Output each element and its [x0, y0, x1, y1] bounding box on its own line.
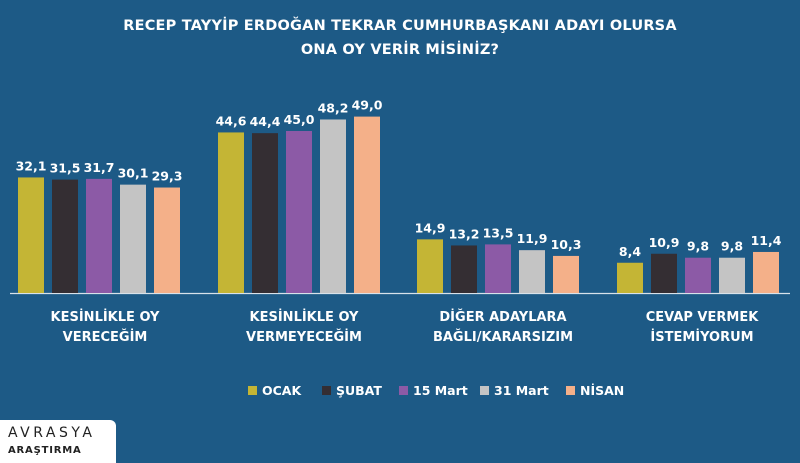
- category-label-2-0: DİĞER ADAYLARA: [439, 309, 566, 325]
- avrasya-logo: AVRASYA ARAŞTIRMA: [0, 420, 116, 463]
- data-label-2-0: 14,9: [415, 220, 446, 235]
- legend-label-0: OCAK: [262, 383, 302, 398]
- logo-subtitle: ARAŞTIRMA: [8, 445, 82, 456]
- data-label-0-0: 32,1: [16, 158, 47, 173]
- data-label-3-0: 8,4: [619, 244, 641, 259]
- bar-0-2: [86, 178, 112, 293]
- bar-1-1: [252, 133, 278, 293]
- bar-1-4: [354, 116, 380, 293]
- data-label-2-3: 11,9: [517, 231, 548, 246]
- legend-label-3: 31 Mart: [494, 383, 549, 398]
- category-label-0-1: VERECEĞİM: [63, 329, 148, 345]
- data-label-2-2: 13,5: [483, 225, 514, 240]
- legend-swatch-1: [322, 386, 331, 395]
- data-label-1-1: 44,4: [250, 114, 281, 129]
- category-label-0-0: KESİNLİKLE OY: [51, 309, 161, 325]
- bar-2-1: [451, 245, 477, 293]
- bar-3-4: [753, 251, 779, 293]
- data-label-3-4: 11,4: [751, 233, 782, 248]
- legend-swatch-4: [566, 386, 575, 395]
- data-label-0-1: 31,5: [50, 161, 81, 176]
- bar-3-0: [617, 262, 643, 293]
- chart-title-line-1: RECEP TAYYİP ERDOĞAN TEKRAR CUMHURBAŞKAN…: [123, 18, 677, 34]
- category-label-3-1: İSTEMİYORUM: [650, 329, 753, 345]
- bar-1-2: [286, 131, 312, 293]
- data-label-0-2: 31,7: [84, 160, 115, 175]
- bar-2-3: [519, 250, 545, 293]
- chart-title-line-2: ONA OY VERİR MİSİNİZ?: [300, 42, 500, 58]
- data-label-2-4: 10,3: [551, 237, 582, 252]
- legend-swatch-2: [399, 386, 408, 395]
- legend-label-1: ŞUBAT: [336, 383, 382, 398]
- data-label-2-1: 13,2: [449, 226, 480, 241]
- category-label-3-0: CEVAP VERMEK: [646, 310, 759, 325]
- bar-3-3: [719, 257, 745, 293]
- bar-0-3: [120, 184, 146, 293]
- data-label-1-2: 45,0: [284, 112, 315, 127]
- bar-1-3: [320, 119, 346, 293]
- legend-label-4: NİSAN: [580, 383, 624, 398]
- category-label-1-0: KESİNLİKLE OY: [250, 309, 360, 325]
- bar-0-1: [52, 179, 78, 293]
- bar-0-4: [154, 187, 180, 293]
- bar-2-0: [417, 239, 443, 293]
- bar-2-2: [485, 244, 511, 293]
- legend-label-2: 15 Mart: [413, 383, 468, 398]
- bar-0-0: [18, 177, 44, 293]
- logo-name: AVRASYA: [8, 425, 96, 441]
- bar-3-1: [651, 253, 677, 293]
- data-label-1-3: 48,2: [318, 100, 349, 115]
- data-label-1-0: 44,6: [216, 113, 247, 128]
- data-label-1-4: 49,0: [352, 98, 383, 113]
- data-label-0-4: 29,3: [152, 169, 183, 184]
- legend-swatch-3: [480, 386, 489, 395]
- data-label-3-2: 9,8: [687, 239, 709, 254]
- bar-3-2: [685, 257, 711, 293]
- bar-1-0: [218, 132, 244, 293]
- data-label-3-1: 10,9: [649, 235, 680, 250]
- legend-swatch-0: [248, 386, 257, 395]
- data-label-3-3: 9,8: [721, 239, 743, 254]
- data-label-0-3: 30,1: [118, 166, 149, 181]
- category-label-1-1: VERMEYECEĞİM: [246, 329, 362, 345]
- category-label-2-1: BAĞLI/KARARSIZIM: [433, 329, 573, 345]
- bar-2-4: [553, 255, 579, 293]
